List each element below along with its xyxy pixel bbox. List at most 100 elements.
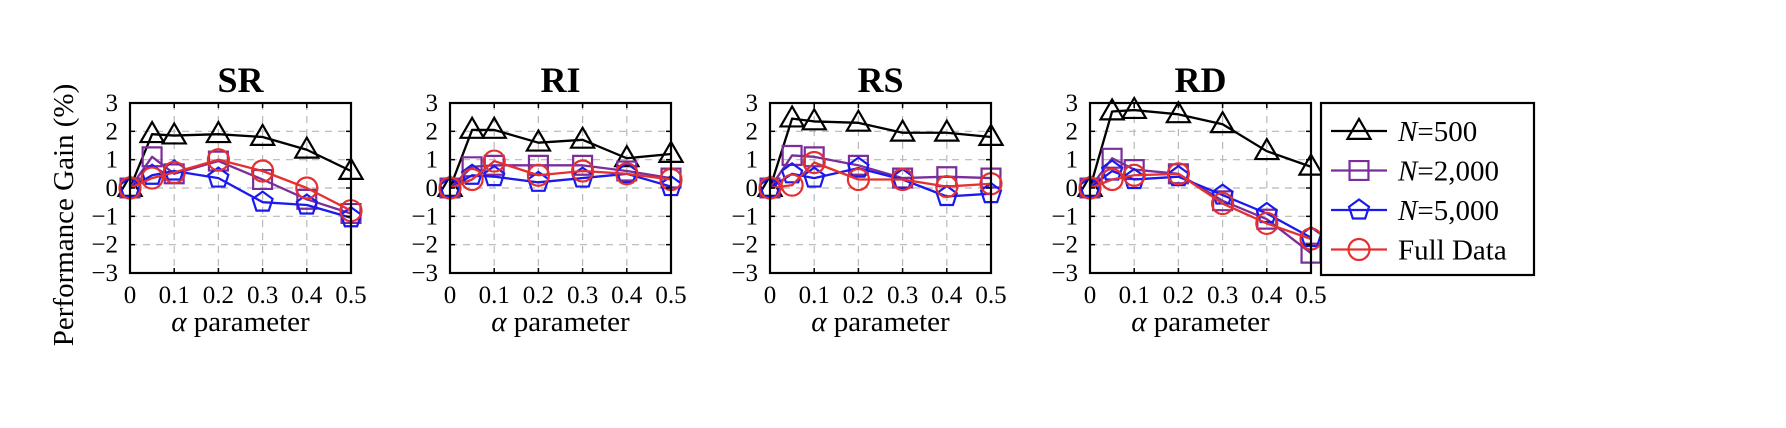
y-tick-label: 0 [1066, 175, 1079, 202]
data-point-pentagon [1255, 201, 1279, 224]
x-tick-label: 0.3 [1207, 282, 1238, 309]
y-axis-label: Performance Gain (%) [48, 84, 80, 347]
x-tick-label: 0 [1084, 282, 1097, 309]
panel-title: SR [217, 60, 264, 100]
x-tick-label: 0.4 [291, 282, 323, 309]
legend-marker-pentagon [1347, 198, 1371, 220]
legend-marker-square [1348, 159, 1370, 182]
y-tick-label: 3 [1066, 90, 1079, 117]
data-point-triangle [933, 118, 961, 142]
legend: N=500 N=2,000 N=5,000 Full Data [1319, 101, 1536, 277]
panel-title: RI [540, 60, 580, 100]
data-point-triangle [204, 119, 232, 144]
legend-entry: N=2,000 [1331, 156, 1499, 188]
legend-label: N=500 [1397, 116, 1477, 148]
data-point-pentagon [780, 161, 804, 184]
y-tick-label: 0 [746, 175, 759, 202]
data-point-triangle [480, 115, 508, 139]
data-point-triangle [1098, 97, 1126, 121]
y-tick-label: 0 [106, 175, 119, 202]
series-line [128, 133, 352, 189]
data-point-triangle [293, 135, 321, 159]
y-tick-label: −1 [411, 203, 438, 230]
series-ri [438, 161, 683, 198]
x-tick-label: 0.2 [843, 282, 874, 309]
series-ri [438, 149, 683, 200]
data-point-triangle [569, 125, 597, 149]
x-tick-label: 0.5 [975, 282, 1006, 309]
series-line [449, 159, 672, 190]
x-tick-label: 0.3 [567, 282, 598, 309]
data-point-circle [1122, 163, 1146, 187]
data-point-triangle [1120, 95, 1148, 120]
series-rd [1078, 162, 1323, 251]
data-point-pentagon [295, 193, 319, 215]
data-point-pentagon [482, 164, 506, 187]
x-tick-label: 0.2 [1163, 282, 1194, 309]
legend-marker-triangle [1345, 116, 1373, 140]
panel-title: RD [1175, 60, 1227, 100]
data-point-circle [295, 176, 319, 200]
series-line [1089, 172, 1312, 241]
data-point-square [252, 168, 274, 191]
series-rd [1079, 147, 1322, 264]
y-tick-label: 2 [106, 118, 119, 145]
y-tick-label: −1 [1051, 203, 1078, 230]
data-point-triangle [524, 128, 552, 152]
y-tick-label: 2 [746, 118, 759, 145]
legend-label: N=5,000 [1397, 195, 1499, 227]
y-tick-label: 1 [746, 147, 759, 174]
y-tick-label: −2 [411, 232, 438, 259]
x-axis-label: α parameter [811, 306, 950, 338]
x-tick-label: 0.5 [655, 282, 686, 309]
series-sr [118, 148, 363, 223]
series-rs [758, 150, 1003, 200]
y-tick-label: −3 [731, 260, 758, 287]
data-point-triangle [844, 108, 872, 132]
x-tick-label: 0 [444, 282, 457, 309]
data-point-circle [206, 148, 230, 172]
series-line [1088, 108, 1312, 189]
y-tick-label: 3 [426, 90, 439, 117]
series-rd [1076, 95, 1325, 197]
data-point-pentagon [527, 170, 550, 192]
series-rs [756, 104, 1005, 197]
x-tick-label: 0.1 [159, 282, 190, 309]
data-point-circle [1166, 162, 1191, 186]
data-point-circle [846, 167, 871, 192]
x-tick-label: 0.2 [523, 282, 554, 309]
series-line [769, 161, 992, 190]
series-line [129, 169, 352, 219]
y-tick-label: 1 [106, 147, 119, 174]
x-tick-label: 0.4 [931, 282, 963, 309]
data-point-circle [570, 159, 595, 183]
data-point-circle [1100, 167, 1124, 192]
x-tick-label: 0.1 [1119, 282, 1150, 309]
data-point-circle [526, 163, 551, 187]
y-tick-label: −1 [731, 203, 758, 230]
legend-entry: N=5,000 [1331, 195, 1499, 227]
data-point-triangle [1253, 136, 1281, 161]
x-tick-label: 0.4 [1251, 282, 1283, 309]
y-tick-label: −2 [91, 232, 118, 259]
y-tick-label: −2 [1051, 232, 1078, 259]
data-point-triangle [889, 118, 917, 142]
y-tick-label: 0 [426, 175, 439, 202]
data-point-circle [780, 173, 804, 197]
series-line [448, 128, 672, 189]
data-point-circle [615, 162, 639, 186]
x-tick-label: 0.3 [887, 282, 918, 309]
y-tick-label: −3 [1051, 260, 1078, 287]
legend-entry: N=500 [1331, 116, 1477, 148]
panel-title: RS [857, 60, 903, 100]
data-point-pentagon [460, 163, 484, 185]
data-point-circle [482, 149, 506, 173]
legend-marker-circle [1347, 237, 1371, 262]
y-tick-label: 2 [1066, 118, 1079, 145]
data-point-pentagon [847, 156, 870, 178]
data-point-circle [162, 160, 186, 185]
y-tick-label: 1 [1066, 147, 1079, 174]
x-axis-label: α parameter [1131, 306, 1270, 338]
